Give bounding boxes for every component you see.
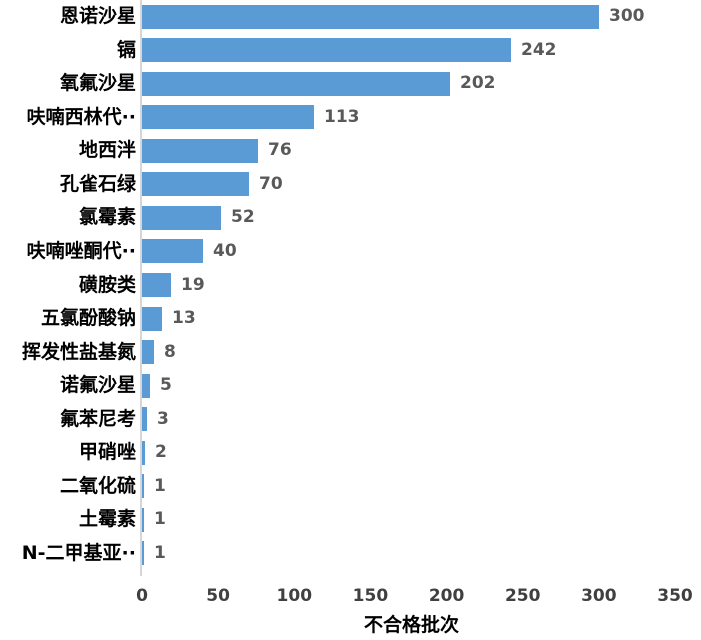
category-label: 呋喃西林代·· xyxy=(26,105,136,128)
bar xyxy=(142,4,599,29)
bar-row: 甲硝唑 2 xyxy=(0,436,701,470)
bar-row: 二氧化硫 1 xyxy=(0,469,701,503)
bar-track: 300 xyxy=(142,0,701,34)
bar xyxy=(142,373,150,398)
bar-track: 1 xyxy=(142,503,701,537)
bar xyxy=(142,541,144,566)
bar xyxy=(142,340,154,365)
x-tick-label: 100 xyxy=(276,586,313,606)
category-label: 氧氟沙星 xyxy=(59,72,136,95)
bar-track: 202 xyxy=(142,67,701,101)
bar xyxy=(142,440,145,465)
bar xyxy=(142,306,162,331)
bar xyxy=(142,138,258,163)
value-label: 300 xyxy=(609,6,645,27)
value-label: 19 xyxy=(181,274,205,295)
value-label: 8 xyxy=(164,341,176,362)
x-tick-label: 250 xyxy=(504,586,541,606)
category-label: 二氧化硫 xyxy=(59,474,136,497)
bar-track: 40 xyxy=(142,235,701,269)
bar-row: 氟苯尼考 3 xyxy=(0,402,701,436)
bar-track: 242 xyxy=(142,34,701,68)
category-label: 磺胺类 xyxy=(78,273,136,296)
x-tick-label: 300 xyxy=(581,586,617,606)
bar xyxy=(142,239,203,264)
bar-row: 诺氟沙星 5 xyxy=(0,369,701,403)
value-label: 2 xyxy=(155,442,167,463)
value-label: 1 xyxy=(154,542,166,563)
category-label: 地西泮 xyxy=(78,139,136,162)
bar-row: 氯霉素 52 xyxy=(0,201,701,235)
value-label: 40 xyxy=(213,240,237,261)
bar-row: 恩诺沙星 300 xyxy=(0,0,701,34)
bar-row: 镉 242 xyxy=(0,34,701,68)
value-label: 76 xyxy=(268,140,292,161)
bar-track: 8 xyxy=(142,335,701,369)
category-label: 镉 xyxy=(116,38,136,61)
bar-track: 52 xyxy=(142,201,701,235)
bar xyxy=(142,407,147,432)
x-tick-label: 200 xyxy=(428,586,465,606)
bar-track: 2 xyxy=(142,436,701,470)
category-label: 挥发性盐基氮 xyxy=(21,340,136,363)
value-label: 1 xyxy=(154,509,166,530)
bar-track: 1 xyxy=(142,469,701,503)
bar-track: 70 xyxy=(142,168,701,202)
x-axis: 0 50 100 150 200 250 300 350 xyxy=(136,586,693,610)
x-tick-label: 50 xyxy=(206,586,230,606)
bar-row: 磺胺类 19 xyxy=(0,268,701,302)
value-label: 3 xyxy=(157,408,169,429)
category-label: 诺氟沙星 xyxy=(59,374,136,397)
category-label: 恩诺沙星 xyxy=(59,5,136,28)
x-tick-label: 150 xyxy=(352,586,389,606)
plot-area: 恩诺沙星 300 镉 242 氧氟沙星 202 呋喃西林代·· 113 地西泮 76 孔雀石绿 70 氯… xyxy=(0,0,701,571)
bar xyxy=(142,71,450,96)
value-label: 202 xyxy=(460,73,496,94)
bar xyxy=(142,205,221,230)
bar-row: 地西泮 76 xyxy=(0,134,701,168)
bar-row: 孔雀石绿 70 xyxy=(0,168,701,202)
bar xyxy=(142,38,511,63)
category-label: 土霉素 xyxy=(78,508,136,531)
value-label: 52 xyxy=(231,207,255,228)
category-label: N-二甲基亚·· xyxy=(21,541,136,564)
bar-row: 土霉素 1 xyxy=(0,503,701,537)
x-tick-label: 0 xyxy=(136,586,148,606)
y-axis-line xyxy=(140,0,142,576)
bar xyxy=(142,105,314,130)
bar xyxy=(142,273,171,298)
bar-row: N-二甲基亚·· 1 xyxy=(0,537,701,571)
value-label: 242 xyxy=(521,39,557,60)
bar-row: 氧氟沙星 202 xyxy=(0,67,701,101)
bar-track: 13 xyxy=(142,302,701,336)
bar-track: 76 xyxy=(142,134,701,168)
value-label: 1 xyxy=(154,475,166,496)
value-label: 70 xyxy=(259,173,283,194)
value-label: 5 xyxy=(160,375,172,396)
bar xyxy=(142,172,249,197)
category-label: 甲硝唑 xyxy=(78,441,136,464)
bar-track: 113 xyxy=(142,101,701,135)
bar-row: 挥发性盐基氮 8 xyxy=(0,335,701,369)
value-label: 113 xyxy=(324,106,360,127)
category-label: 氯霉素 xyxy=(78,206,136,229)
bar-row: 呋喃西林代·· 113 xyxy=(0,101,701,135)
bar-track: 1 xyxy=(142,537,701,571)
bar-track: 3 xyxy=(142,402,701,436)
x-axis-title: 不合格批次 xyxy=(363,614,459,636)
bar-row: 五氯酚酸钠 13 xyxy=(0,302,701,336)
value-label: 13 xyxy=(172,308,196,329)
bar xyxy=(142,507,144,532)
bar xyxy=(142,474,144,499)
bar-track: 5 xyxy=(142,369,701,403)
category-label: 孔雀石绿 xyxy=(59,172,136,195)
category-label: 五氯酚酸钠 xyxy=(40,307,136,330)
category-label: 氟苯尼考 xyxy=(59,407,136,430)
bar-track: 19 xyxy=(142,268,701,302)
bar-row: 呋喃唑酮代·· 40 xyxy=(0,235,701,269)
x-tick-label: 350 xyxy=(657,586,693,606)
category-label: 呋喃唑酮代·· xyxy=(26,239,136,262)
